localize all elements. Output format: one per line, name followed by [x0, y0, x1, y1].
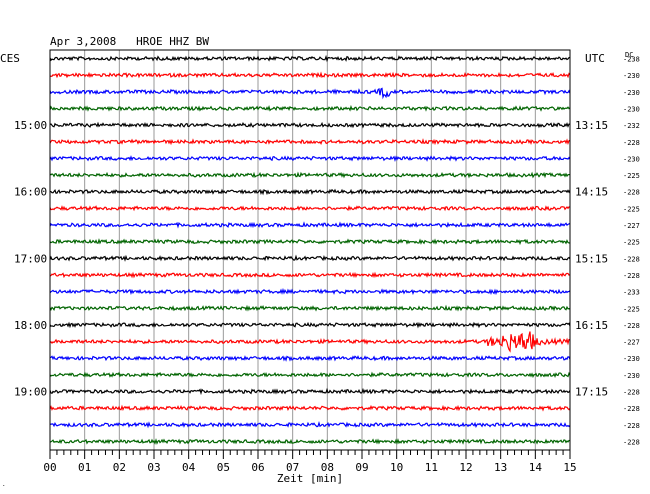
- trace-18: [49, 355, 571, 362]
- trace-13: [49, 271, 571, 279]
- trace-19: [49, 371, 571, 378]
- dc-value: -233: [623, 289, 640, 297]
- left-hour-label: 18:00: [14, 319, 47, 332]
- dc-value: -225: [623, 205, 640, 213]
- x-tick-label: 09: [355, 461, 368, 474]
- trace-17: [49, 331, 571, 353]
- x-tick-label: 14: [529, 461, 543, 474]
- x-tick-label: 15: [563, 461, 576, 474]
- dc-value: -230: [623, 372, 640, 380]
- hour-labels: 15:00 16:00 17:00 18:00 19:00 13:15 14:15 15:15…: [14, 56, 640, 447]
- dc-value: -228: [623, 255, 640, 263]
- dc-value: -230: [623, 89, 640, 97]
- dc-value: -225: [623, 305, 640, 313]
- x-tick-label: 02: [113, 461, 126, 474]
- x-tick-label: 01: [78, 461, 91, 474]
- dc-value: -238: [623, 56, 640, 64]
- trace-4: [49, 121, 571, 129]
- left-hour-label: 17:00: [14, 252, 47, 265]
- x-axis-label: Zeit [min]: [277, 472, 343, 485]
- right-hour-label: 13:15: [575, 119, 608, 132]
- dc-value: -230: [623, 155, 640, 163]
- dc-value: -228: [623, 272, 640, 280]
- right-zone-label: UTC: [585, 52, 605, 65]
- x-tick-label: 04: [182, 461, 196, 474]
- trace-1: [49, 71, 571, 79]
- x-tick-label: 05: [217, 461, 230, 474]
- trace-9: [49, 205, 571, 212]
- dc-value: -225: [623, 172, 640, 180]
- dc-value: -225: [623, 239, 640, 247]
- x-tick-label: 08: [321, 461, 334, 474]
- dc-value: -228: [623, 438, 640, 446]
- x-tick-label: 12: [459, 461, 472, 474]
- right-hour-label: 14:15: [575, 186, 608, 199]
- trace-16: [49, 321, 571, 329]
- dc-value: -230: [623, 105, 640, 113]
- x-tick-label: 10: [390, 461, 403, 474]
- grid-layer: [84, 50, 536, 450]
- x-tick-label: 07: [286, 461, 299, 474]
- trace-0: [49, 54, 571, 63]
- plot-frame: [49, 49, 571, 451]
- trace-12: [49, 254, 571, 262]
- left-zone-label: CES: [0, 52, 20, 65]
- x-axis: 00 01 02 03 04 05 06 07 08 09 10 11 12 13 14 15: [43, 450, 577, 474]
- right-hour-label: 15:15: [575, 252, 608, 265]
- dc-value: -228: [623, 389, 640, 397]
- x-tick-label: 11: [425, 461, 438, 474]
- trace-14: [49, 287, 571, 296]
- trace-layer: [49, 54, 571, 445]
- dc-value: -227: [623, 339, 640, 347]
- trace-11: [49, 238, 571, 246]
- corner-mark: .: [2, 481, 6, 488]
- right-hour-label: 17:15: [575, 386, 608, 399]
- trace-20: [49, 387, 571, 396]
- chart-title: Apr 3,2008 HROE HHZ BW: [50, 35, 209, 48]
- trace-7: [49, 171, 571, 179]
- left-hour-label: 15:00: [14, 119, 47, 132]
- x-tick-label: 06: [251, 461, 264, 474]
- dc-value: -228: [623, 189, 640, 197]
- trace-21: [49, 404, 571, 412]
- dc-value: -228: [623, 405, 640, 413]
- trace-15: [49, 304, 571, 312]
- x-tick-label: 00: [43, 461, 56, 474]
- dc-value: -228: [623, 322, 640, 330]
- dc-value: -230: [623, 355, 640, 363]
- dc-value: -228: [623, 422, 640, 430]
- dc-value: -230: [623, 72, 640, 80]
- right-hour-label: 16:15: [575, 319, 608, 332]
- left-hour-label: 16:00: [14, 186, 47, 199]
- dc-value: -228: [623, 139, 640, 147]
- trace-23: [49, 438, 571, 445]
- trace-8: [49, 188, 571, 196]
- trace-10: [49, 221, 571, 229]
- trace-22: [49, 421, 571, 429]
- left-hour-label: 19:00: [14, 386, 47, 399]
- dc-value: -232: [623, 122, 640, 130]
- trace-5: [49, 138, 571, 146]
- trace-2: [49, 87, 571, 100]
- x-tick-label: 03: [147, 461, 160, 474]
- x-tick-label: 13: [494, 461, 507, 474]
- trace-3: [49, 104, 571, 112]
- dc-label: DC: [625, 51, 633, 59]
- trace-6: [49, 155, 571, 163]
- dc-value: -227: [623, 222, 640, 230]
